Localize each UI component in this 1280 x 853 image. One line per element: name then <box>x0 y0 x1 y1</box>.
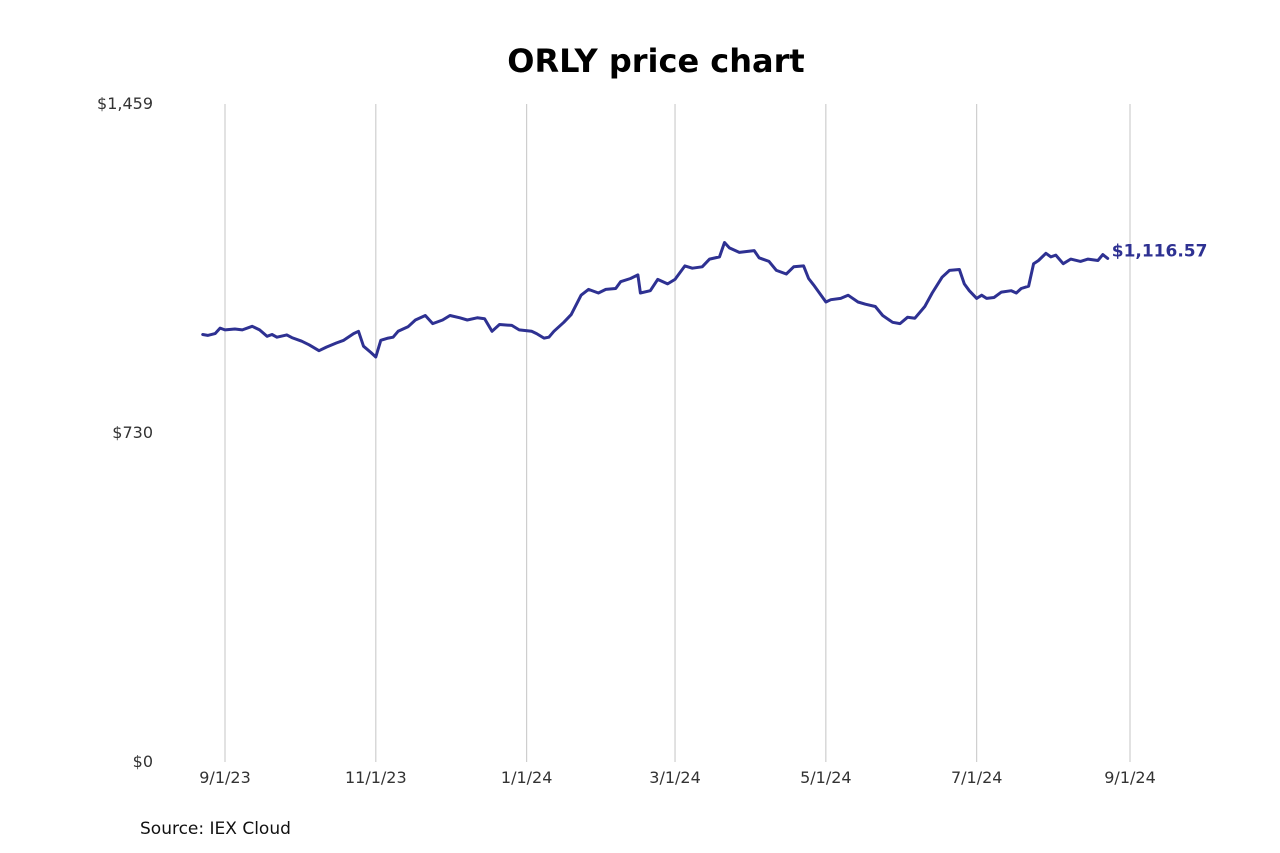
x-tick-label: 9/1/24 <box>1104 768 1156 787</box>
x-tick-label: 9/1/23 <box>199 768 251 787</box>
y-tick-label: $0 <box>133 752 153 771</box>
chart-title: ORLY price chart <box>507 42 804 80</box>
source-note: Source: IEX Cloud <box>140 819 291 839</box>
x-tick-label: 11/1/23 <box>345 768 407 787</box>
last-value-label: $1,116.57 <box>1112 241 1208 261</box>
y-tick-label: $1,459 <box>97 94 153 113</box>
y-tick-label: $730 <box>112 423 153 442</box>
x-tick-label: 5/1/24 <box>800 768 852 787</box>
x-tick-label: 1/1/24 <box>501 768 553 787</box>
vertical-gridlines <box>224 104 1131 762</box>
x-tick-label: 7/1/24 <box>951 768 1003 787</box>
x-tick-label: 3/1/24 <box>649 768 701 787</box>
x-axis-tick-labels: 9/1/23 11/1/23 1/1/24 3/1/24 5/1/24 7/1/24 9/1… <box>199 768 1156 787</box>
series-line <box>201 241 1110 359</box>
y-axis-tick-labels: $0 $730 $1,459 <box>97 94 153 771</box>
